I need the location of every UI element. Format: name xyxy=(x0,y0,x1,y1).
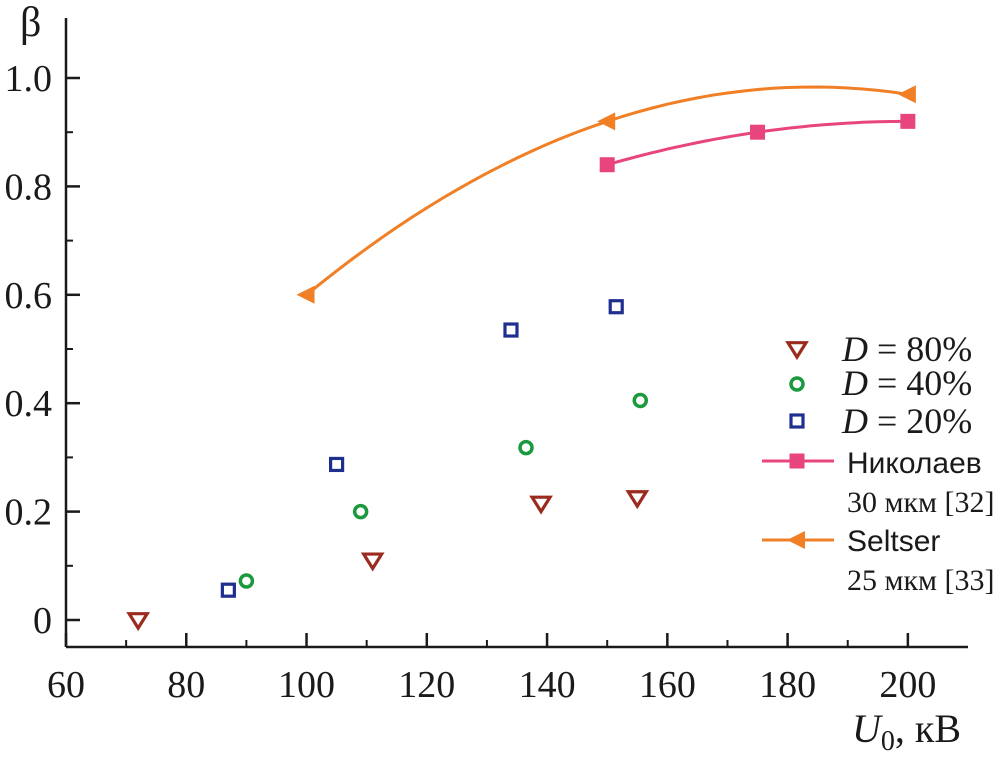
y-tick-label: 0.6 xyxy=(5,275,53,317)
legend-label-seltser-line2: 25 мкм [33] xyxy=(847,564,995,597)
legend-marker-seltser xyxy=(787,531,805,549)
legend-label-nikolaev-line1: Николаев xyxy=(847,447,982,480)
legend-label-d40-italic: D xyxy=(841,363,868,403)
data-point-series-0 xyxy=(625,490,650,510)
data-point-series-2 xyxy=(329,456,345,473)
data-point-series-3 xyxy=(599,157,615,173)
data-point-series-2 xyxy=(503,322,519,338)
data-point-series-0 xyxy=(360,552,385,572)
x-tick-label: 200 xyxy=(879,664,936,706)
data-point-series-3 xyxy=(900,113,916,129)
data-point-series-0 xyxy=(529,495,553,515)
x-tick-label: 80 xyxy=(167,664,205,706)
x-tick-label: 100 xyxy=(278,664,335,706)
data-point-series-4 xyxy=(296,285,315,304)
legend-label-nikolaev-line2: 30 мкм [32] xyxy=(847,486,995,519)
x-axis-title-main: U xyxy=(852,706,884,751)
legend-label-d20: D = 20% xyxy=(841,401,972,441)
ticks: 60 80 100 120 140 160 180 200 0 0.2 0.4 0.6 0.8 1.0 xyxy=(5,58,937,706)
data-point-series-4 xyxy=(897,85,916,104)
x-tick-label: 180 xyxy=(759,664,816,706)
data-point-series-2 xyxy=(608,299,624,315)
y-tick-label: 0.4 xyxy=(5,383,53,425)
y-tick-label: 0 xyxy=(33,600,52,642)
data-point-series-3 xyxy=(750,124,766,140)
legend-label-d80-italic: D xyxy=(841,329,868,369)
x-tick-label: 60 xyxy=(47,664,85,706)
y-axis-title: β xyxy=(20,0,41,46)
legend-label-d40: D = 40% xyxy=(841,363,972,403)
legend-marker-d80 xyxy=(785,341,809,361)
legend-label-d20-italic: D xyxy=(841,401,868,441)
legend-marker-nikolaev xyxy=(789,453,805,469)
legend: D = 80% D = 40% D = 20% Николаев 30 мкм … xyxy=(762,329,995,597)
data-point-series-1 xyxy=(238,573,255,589)
x-tick-label: 120 xyxy=(398,664,455,706)
data-point-series-0 xyxy=(126,612,151,632)
x-tick-label: 140 xyxy=(519,664,576,706)
data-point-series-1 xyxy=(352,503,369,520)
legend-marker-d20 xyxy=(789,413,805,429)
legend-markers xyxy=(762,341,834,549)
y-tick-label: 1.0 xyxy=(5,58,53,100)
legend-marker-d40 xyxy=(789,376,805,392)
x-axis-title: U0, кВ xyxy=(852,706,961,757)
x-axis-title-subscript: 0 xyxy=(881,726,895,757)
data-points xyxy=(126,85,916,632)
legend-label-d20-rest: = 20% xyxy=(868,401,972,441)
x-tick-label: 160 xyxy=(639,664,696,706)
x-axis-title-unit: , кВ xyxy=(895,706,961,751)
legend-label-d80-rest: = 80% xyxy=(868,329,972,369)
data-point-series-4 xyxy=(597,112,616,131)
axes xyxy=(64,18,968,649)
y-tick-label: 0.8 xyxy=(5,166,53,208)
y-tick-label: 0.2 xyxy=(5,492,53,534)
legend-label-d80: D = 80% xyxy=(841,329,972,369)
data-point-series-2 xyxy=(220,582,236,598)
legend-label-d40-rest: = 40% xyxy=(868,363,972,403)
data-point-series-1 xyxy=(632,392,649,409)
data-point-series-1 xyxy=(518,439,534,456)
legend-label-seltser-line1: Seltser xyxy=(847,525,940,558)
